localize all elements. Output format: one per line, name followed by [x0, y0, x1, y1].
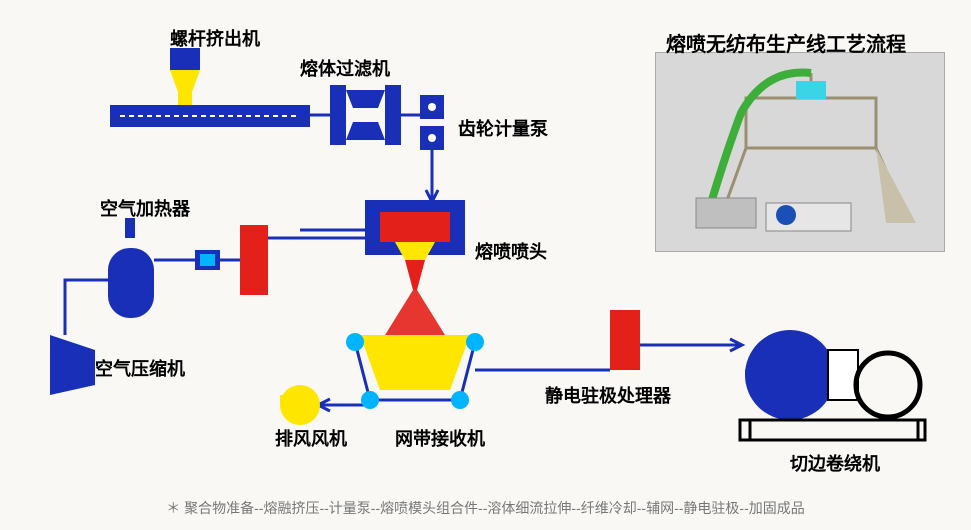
spray-head-shape — [365, 200, 465, 290]
label-filter: 熔体过滤机 — [300, 55, 390, 81]
label-air-compressor: 空气压缩机 — [95, 355, 185, 381]
air-compressor-shape — [50, 335, 95, 395]
label-air-heater: 空气加热器 — [100, 195, 190, 221]
extruder-shape — [110, 48, 310, 127]
gear-pump-shape — [420, 95, 444, 150]
label-extruder: 螺杆挤出机 — [170, 25, 260, 51]
inset-photo — [655, 52, 945, 252]
label-winder: 切边卷绕机 — [790, 450, 880, 476]
receiver-hopper — [360, 335, 470, 390]
exhaust-fan-shape — [280, 385, 320, 425]
label-electret: 静电驻极处理器 — [545, 382, 671, 408]
winder-shape — [740, 330, 925, 440]
label-gear-pump: 齿轮计量泵 — [458, 115, 548, 141]
filter-shape — [330, 85, 401, 145]
spray-cone — [385, 290, 445, 335]
label-spray-head: 熔喷喷头 — [475, 238, 547, 264]
air-tank-shape — [108, 218, 154, 318]
footer-caption: ＊ 聚合物准备--熔融挤压--计量泵--熔喷模头组合件--溶体细流拉伸--纤维冷… — [0, 498, 971, 518]
inset-title: 熔喷无纺布生产线工艺流程 — [666, 28, 906, 57]
label-mesh-receiver: 网带接收机 — [395, 425, 485, 451]
electret-shape — [610, 310, 640, 370]
label-exhaust-fan: 排风风机 — [275, 425, 347, 451]
